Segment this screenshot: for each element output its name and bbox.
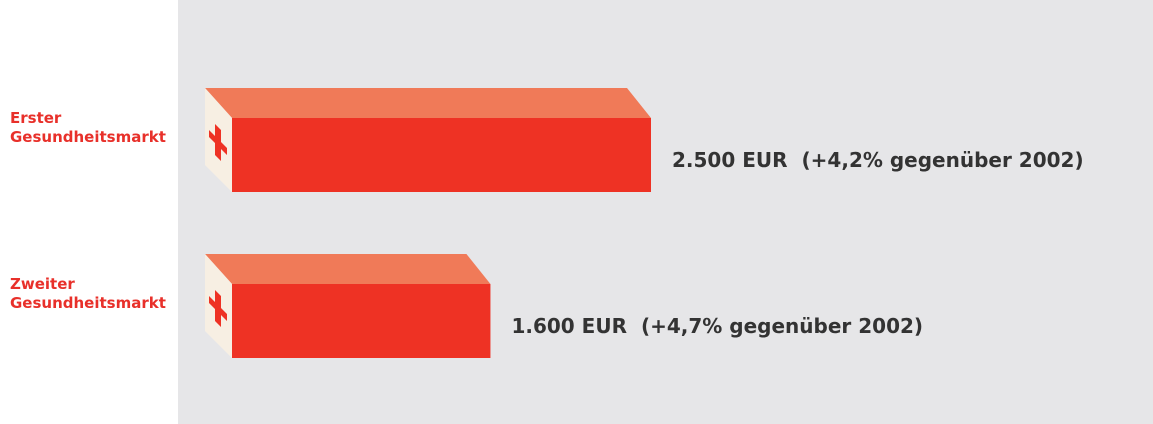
- bar: [205, 88, 651, 192]
- cross-icon: [209, 124, 227, 161]
- value-label: 1.600 EUR: [511, 314, 627, 338]
- value-text: 1.600 EUR (+4,7% gegenüber 2002): [511, 314, 923, 338]
- bar-front: [232, 284, 491, 358]
- value-label: 2.500 EUR: [672, 148, 788, 172]
- annotation: (+4,2% gegenüber 2002): [802, 148, 1084, 172]
- bar-top: [205, 88, 651, 118]
- category-label: Zweiter Gesundheitsmarkt: [10, 275, 166, 312]
- bar-front: [232, 118, 651, 192]
- bar-top: [205, 254, 491, 284]
- value-text: 2.500 EUR (+4,2% gegenüber 2002): [672, 148, 1084, 172]
- category-line: Gesundheitsmarkt: [10, 294, 166, 312]
- category-line: Zweiter: [10, 275, 75, 293]
- category-line: Gesundheitsmarkt: [10, 128, 166, 146]
- cross-icon: [209, 290, 227, 327]
- category-line: Erster: [10, 109, 62, 127]
- panel: [178, 0, 1153, 424]
- bar: [205, 254, 491, 358]
- category-label: Erster Gesundheitsmarkt: [10, 109, 166, 146]
- annotation: (+4,7% gegenüber 2002): [641, 314, 923, 338]
